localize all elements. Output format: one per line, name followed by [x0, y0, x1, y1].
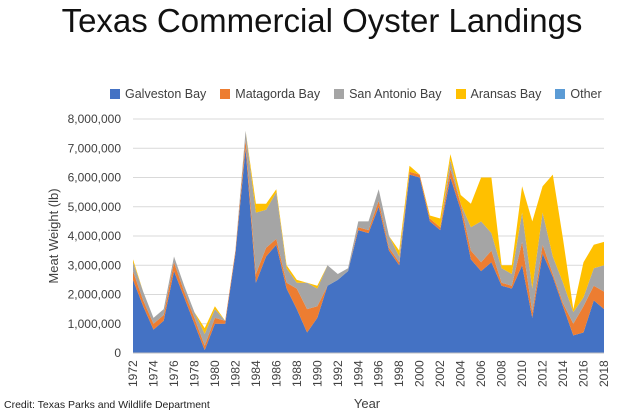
x-tick-label: 1994: [351, 360, 365, 387]
legend-item: Matagorda Bay: [220, 87, 320, 101]
y-tick-label: 0: [114, 346, 121, 360]
legend-item: Aransas Bay: [455, 87, 542, 101]
x-axis-title: Year: [354, 396, 381, 411]
legend-swatch: [110, 89, 120, 99]
x-tick-label: 1984: [249, 360, 263, 387]
x-tick-label: 2004: [454, 360, 468, 387]
x-tick-label: 2010: [515, 360, 529, 387]
legend-swatch: [334, 89, 345, 99]
legend-swatch: [555, 89, 566, 99]
legend: Galveston Bay Matagorda Bay San Antonio Ba…: [110, 87, 610, 101]
chart-title: Texas Commercial Oyster Landings: [61, 2, 583, 39]
x-tick-label: 1974: [147, 360, 161, 387]
x-tick-label: 2002: [433, 360, 447, 387]
x-tick-label: 1982: [228, 360, 242, 387]
area-galveston-bay: [133, 148, 604, 353]
x-tick-label: 1978: [187, 360, 201, 387]
x-tick-label: 2008: [495, 360, 509, 387]
x-tick-label: 2016: [577, 360, 591, 387]
area-aransas-bay: [133, 130, 604, 334]
x-tick-label: 1980: [208, 360, 222, 387]
x-tick-label: 2014: [556, 360, 570, 387]
y-tick-label: 1,000,000: [68, 317, 122, 331]
y-tick-label: 6,000,000: [68, 171, 122, 185]
x-tick-label: 2000: [413, 360, 427, 387]
legend-swatch: [220, 89, 231, 99]
y-axis-title: Meat Weight (lb): [46, 188, 61, 283]
y-tick-label: 2,000,000: [68, 288, 122, 302]
x-tick-label: 1996: [372, 360, 386, 387]
legend-item: Galveston Bay: [110, 87, 206, 101]
x-tick-label: 1986: [269, 360, 283, 387]
x-tick-label: 1988: [290, 360, 304, 387]
x-axis: 1972 1974 1976 1978 1980 1982 1984 1986 1988 1990…: [126, 352, 611, 387]
area-series: [133, 130, 604, 353]
x-tick-label: 2006: [474, 360, 488, 387]
x-tick-label: 1990: [310, 360, 324, 387]
y-tick-label: 8,000,000: [68, 112, 122, 126]
x-tick-label: 2018: [597, 360, 611, 387]
credit-text: Credit: Texas Parks and Wildlife Departm…: [4, 399, 210, 411]
x-tick-label: 1998: [392, 360, 406, 387]
legend-label: Aransas Bay: [470, 87, 542, 101]
legend-item: Other: [555, 87, 602, 101]
y-tick-label: 4,000,000: [68, 229, 122, 243]
x-tick-label: 1992: [331, 360, 345, 387]
legend-label: Galveston Bay: [125, 87, 207, 101]
legend-item: San Antonio Bay: [334, 87, 442, 101]
y-tick-label: 7,000,000: [68, 141, 122, 155]
x-tick-label: 2012: [536, 360, 550, 387]
legend-swatch: [455, 89, 466, 99]
area-san-antonio-bay: [133, 130, 604, 346]
x-tick-label: 1976: [167, 360, 181, 387]
x-tick-label: 1972: [126, 360, 140, 387]
y-axis: 0 1,000,000 2,000,000 3,000,000 4,000,000 5,0…: [68, 112, 122, 360]
y-tick-label: 5,000,000: [68, 200, 122, 214]
legend-label: Other: [570, 87, 602, 101]
y-tick-label: 3,000,000: [68, 258, 122, 272]
legend-label: San Antonio Bay: [349, 87, 442, 101]
legend-label: Matagorda Bay: [235, 87, 321, 101]
